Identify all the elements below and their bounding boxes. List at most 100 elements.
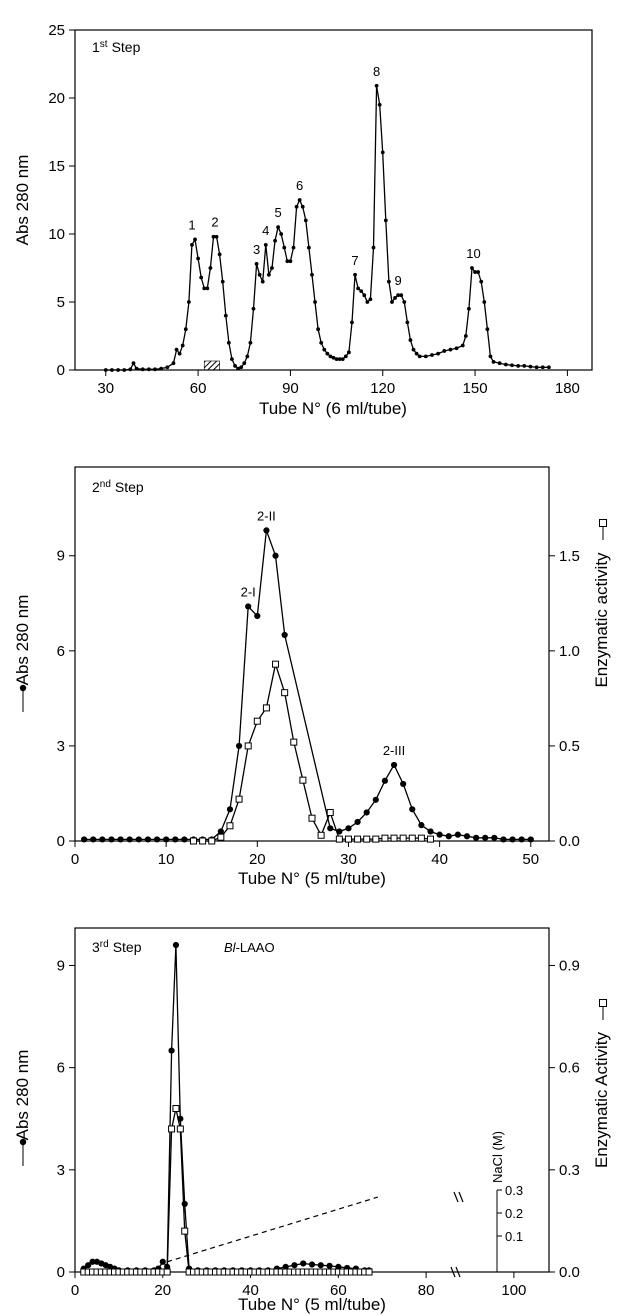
data-point [239,365,244,370]
nacl-tick-0.2: 0.2 [505,1206,523,1221]
y-tick-label: 0 [57,833,65,850]
data-point [386,279,391,284]
data-point [380,150,385,155]
x-tick-label: 100 [501,1282,526,1299]
data-point [235,795,243,803]
data-point [476,270,481,274]
data-point [190,837,197,845]
data-point [217,833,225,841]
data-point [399,293,404,298]
data-point [509,836,516,843]
data-point [390,300,394,304]
x-tick-label: 20 [154,1282,171,1299]
y2-axis: 0.0 0.5 1.0 1.5 [549,548,580,850]
data-point [291,1262,298,1269]
data-point [122,368,127,372]
data-point [226,806,234,813]
x-tick-label: 0 [71,1282,79,1299]
data-point [251,306,256,311]
y-tick-label: 3 [57,1162,65,1179]
data-point [547,365,551,370]
data-point [183,327,188,332]
series-line [84,530,531,841]
nacl-tick-0.1: 0.1 [505,1229,523,1244]
data-point [110,368,114,372]
data-point [482,300,487,304]
y-axis: 0 3 6 9 [57,548,75,850]
data-point [199,837,207,845]
data-point [454,346,459,351]
data-point [430,353,434,357]
data-point [266,272,271,277]
data-point [408,338,413,342]
y-tick-label: 10 [48,226,65,243]
data-point [217,252,222,257]
data-point [354,818,361,826]
data-point [500,836,507,843]
data-point [479,279,484,284]
series-group [81,527,534,845]
data-point [248,340,253,345]
y2-axis-title: Enzymatic Activity [592,1031,611,1168]
peak-labels: 2-I 2-II 2-III [241,508,406,758]
data-point [208,266,213,270]
data-point [340,357,345,362]
data-point [81,836,88,843]
data-point [510,363,514,368]
data-point [414,351,419,356]
plot-frame [74,466,550,842]
data-point [290,738,298,746]
data-point [396,293,401,298]
y2-legend-marker [599,519,607,527]
y2-tick-label: 0.9 [559,957,580,974]
x-tick-label: 60 [330,1282,347,1299]
data-point [163,1268,171,1276]
data-point [181,1227,189,1235]
peak-label: 3 [253,242,260,257]
data-point [263,242,268,247]
y-tick-label: 9 [57,957,65,974]
data-point [463,833,471,840]
x-axis-title: Tube N° (5 ml/tube) [238,1295,386,1314]
data-point [463,334,468,338]
data-point [181,836,188,843]
y-tick-label: 20 [48,90,65,107]
series-1 [190,660,434,845]
x-tick-label: 0 [71,851,79,868]
data-point [528,364,533,369]
data-point [168,1125,176,1133]
y-tick-label: 25 [48,22,65,39]
data-point [445,833,452,840]
data-point [337,357,342,362]
data-point [343,354,348,359]
data-point [253,717,261,725]
data-point [460,343,465,348]
data-point [344,835,352,843]
data-point [205,286,210,291]
data-point [393,296,397,300]
hatched-region [203,360,220,371]
data-point [135,836,142,843]
data-point [214,234,219,239]
y2-tick-label: 0.0 [559,1264,580,1281]
peak-label: 2-I [241,584,256,599]
x-axis: 0 10 20 30 40 50 [71,841,539,868]
data-point [319,340,324,345]
nacl-axis-title: NaCl (M) [490,1131,505,1183]
data-point [233,364,237,368]
data-point [310,272,314,277]
data-point [153,836,161,843]
data-point [365,1268,373,1276]
x-tick-label: 150 [463,380,488,397]
data-point [325,351,330,356]
y-tick-label: 15 [48,158,65,175]
chart-panel-step-3: 0 20 40 60 80 100 0 3 6 9 0.0 0.3 0.6 0.9 0.3 0.2 0… [13,927,611,1314]
data-point [159,366,164,371]
peak-label: 2-III [383,743,405,758]
data-point [288,259,293,264]
peak-label: 5 [274,205,281,220]
data-point [89,1258,96,1265]
data-point [377,102,382,107]
